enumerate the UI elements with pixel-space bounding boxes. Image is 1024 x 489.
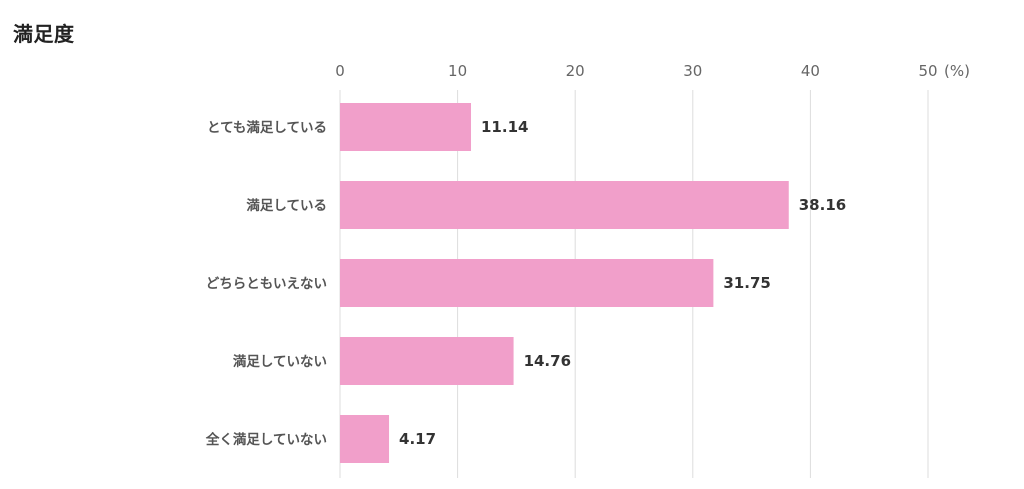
category-label: 満足している xyxy=(246,197,327,214)
category-label: どちらともいえない xyxy=(206,276,327,292)
data-label: 38.16 xyxy=(799,196,846,214)
x-tick-label: 30 xyxy=(683,62,702,80)
data-label: 4.17 xyxy=(399,430,436,448)
data-label: 14.76 xyxy=(524,352,571,370)
x-tick-label: 50 xyxy=(918,62,937,80)
bar xyxy=(340,103,472,151)
bar xyxy=(340,181,789,229)
bar xyxy=(340,337,514,385)
category-label: とても満足している xyxy=(207,119,327,136)
data-label: 31.75 xyxy=(723,274,770,292)
value-labels: 11.14 38.16 31.75 14.76 4.17 xyxy=(399,118,846,448)
x-tick-label: 0 xyxy=(335,62,345,80)
x-tick-label: 40 xyxy=(801,62,820,80)
x-tick-label: 10 xyxy=(448,62,467,80)
bars xyxy=(340,103,789,463)
bar xyxy=(340,259,714,307)
category-label: 全く満足していない xyxy=(205,431,327,448)
bar xyxy=(340,415,390,463)
x-axis-unit-label: (%) xyxy=(944,62,970,80)
x-axis-ticks: 0 10 20 30 40 50 (%) xyxy=(335,62,970,80)
x-tick-label: 20 xyxy=(566,62,585,80)
category-label: 満足していない xyxy=(233,353,327,370)
chart-title: 満足度 xyxy=(13,22,75,46)
data-label: 11.14 xyxy=(481,118,528,136)
